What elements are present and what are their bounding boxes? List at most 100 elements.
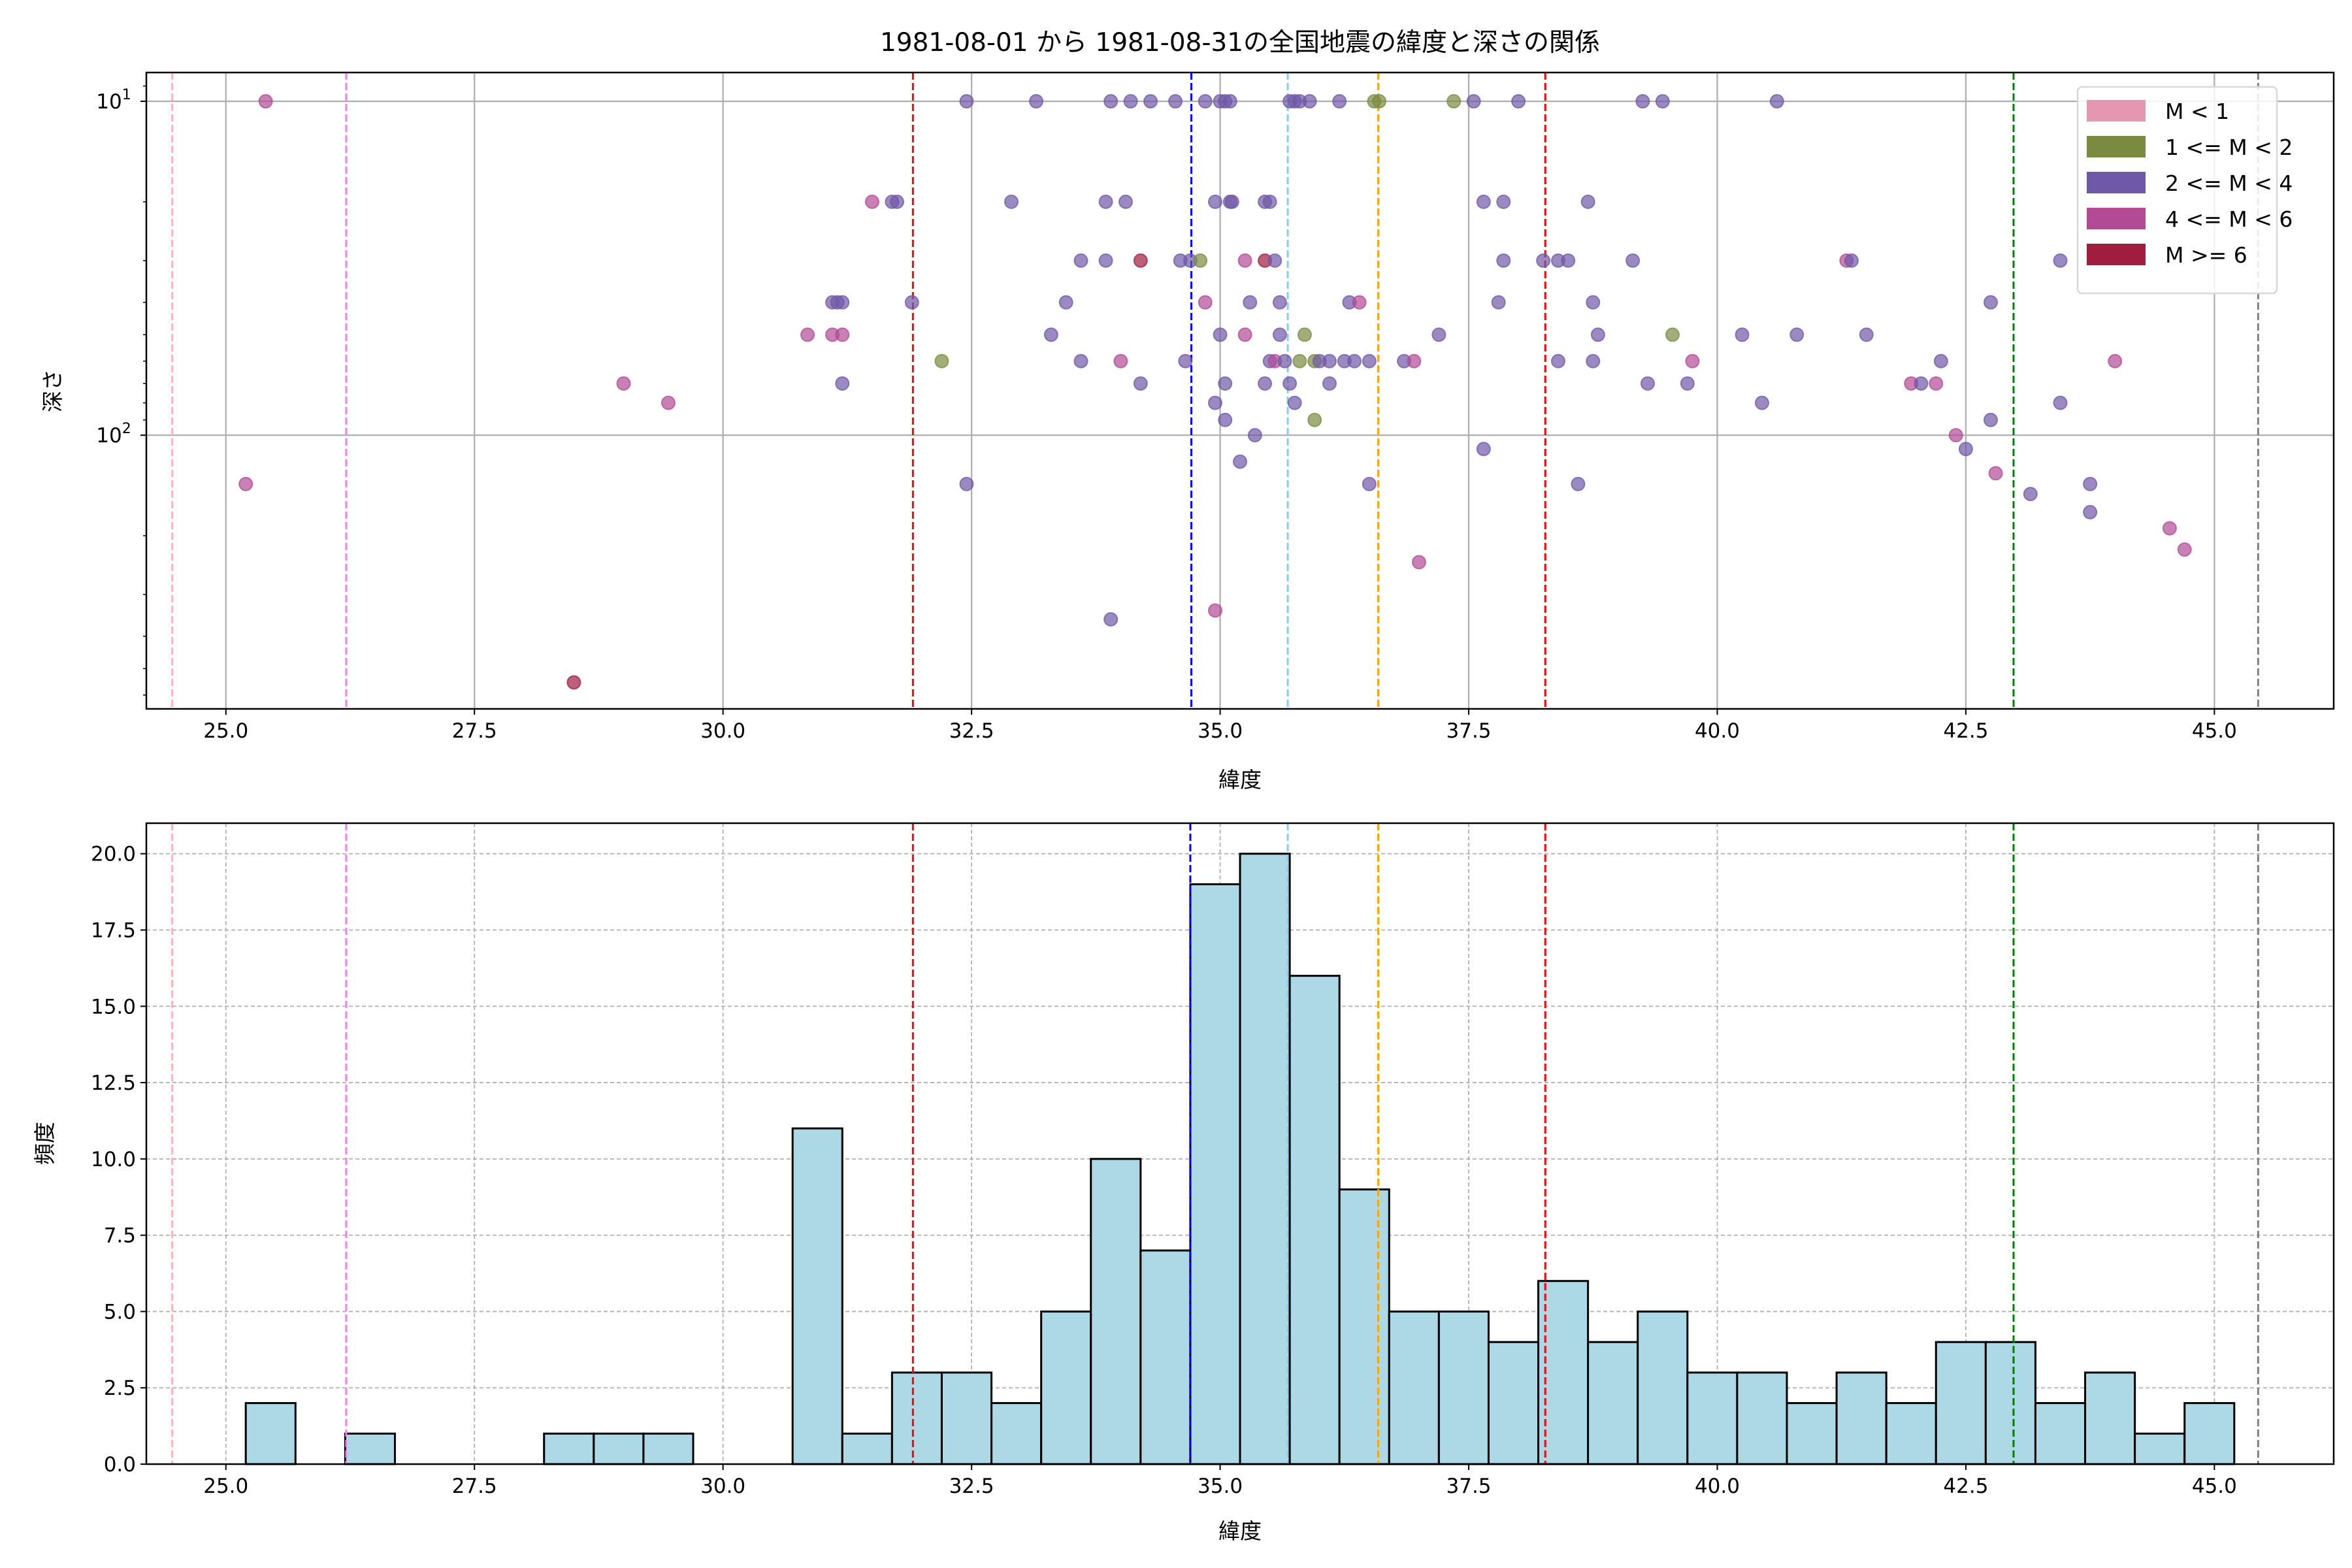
data-point [1272, 295, 1287, 310]
histogram-bar [1288, 975, 1341, 1465]
data-point [1372, 94, 1387, 109]
data-point [1988, 466, 2003, 481]
data-point [1769, 94, 1784, 109]
data-point [1207, 194, 1222, 209]
data-point [1680, 376, 1695, 391]
x-tick-label: 42.5 [1943, 1475, 1988, 1498]
y-tick-label: 20.0 [91, 843, 136, 866]
data-point [1550, 353, 1565, 368]
legend-label: 4 <= M < 6 [2165, 206, 2293, 232]
x-tick-label: 35.0 [1198, 719, 1243, 743]
data-point [1297, 327, 1312, 342]
data-point [1272, 327, 1287, 342]
data-point [1237, 253, 1252, 268]
data-point [1983, 295, 1998, 310]
x-tick-label: 40.0 [1695, 1475, 1740, 1498]
histogram-bar [1935, 1341, 1987, 1465]
axes-frame [145, 71, 2335, 710]
data-point [1933, 353, 1948, 368]
histogram-bar [1239, 853, 1291, 1465]
data-point [1073, 353, 1088, 368]
x-tick-label: 40.0 [1695, 719, 1740, 743]
data-point [864, 194, 879, 209]
data-point [2083, 476, 2098, 491]
y-tick-label: 2.5 [104, 1377, 136, 1400]
data-point [1168, 94, 1183, 109]
data-point [1561, 253, 1576, 268]
data-point [1133, 376, 1148, 391]
data-point [1411, 555, 1426, 570]
histogram-bar [244, 1402, 297, 1465]
data-point [238, 476, 253, 491]
data-point [1859, 327, 1874, 342]
histogram-bar [1885, 1402, 1937, 1465]
y-tick-label: 15.0 [91, 995, 136, 1019]
data-point [1243, 295, 1258, 310]
histogram-bar [1139, 1249, 1192, 1465]
data-point [1476, 442, 1491, 457]
legend-label: 2 <= M < 4 [2165, 171, 2293, 196]
data-point [1103, 94, 1119, 109]
data-point [616, 376, 631, 391]
data-point [1237, 327, 1252, 342]
histogram-bar [791, 1127, 843, 1465]
y-tick-label: 5.0 [104, 1300, 136, 1324]
data-point [1287, 395, 1302, 410]
scatter-xlabel: 緯度 [1218, 767, 1262, 792]
histogram-bar [344, 1432, 396, 1465]
histogram-bar [1984, 1341, 2036, 1465]
x-tick-label: 25.0 [203, 1475, 248, 1498]
data-point [1407, 353, 1422, 368]
y-tick-label: 7.5 [104, 1224, 136, 1248]
histogram-bar [841, 1432, 893, 1465]
histogram-bar [1786, 1402, 1838, 1465]
data-point [1103, 612, 1119, 627]
legend-swatch [2087, 100, 2146, 122]
data-point [835, 376, 850, 391]
axes-frame [145, 822, 2335, 1465]
x-tick-label: 32.5 [949, 719, 994, 743]
data-point [2083, 504, 2098, 519]
data-point [1983, 412, 1998, 427]
data-point [959, 476, 974, 491]
x-tick-label: 37.5 [1446, 1475, 1492, 1498]
histogram-bar [2034, 1402, 2087, 1465]
data-point [1133, 253, 1148, 268]
histogram-bar [1388, 1310, 1440, 1465]
data-point [1258, 376, 1273, 391]
x-tick-label: 42.5 [1943, 719, 1988, 743]
data-point [2053, 395, 2068, 410]
data-point [1233, 454, 1247, 469]
data-point [1352, 295, 1367, 310]
histogram-bar [1736, 1371, 1788, 1465]
data-point [1193, 253, 1208, 268]
legend-label: M >= 6 [2165, 242, 2247, 268]
data-point [1754, 395, 1769, 410]
legend-swatch [2087, 244, 2146, 265]
data-point [1058, 295, 1073, 310]
histogram-bar [642, 1432, 694, 1465]
histogram-bar [543, 1432, 595, 1465]
legend-label: M < 1 [2165, 99, 2229, 124]
data-point [1207, 395, 1222, 410]
histogram-bar [593, 1432, 645, 1465]
data-point [1347, 353, 1362, 368]
data-point [1247, 428, 1262, 443]
data-point [1224, 194, 1239, 209]
y-tick-label: 10.0 [91, 1148, 136, 1171]
data-point [1476, 194, 1491, 209]
data-point [1446, 94, 1462, 109]
histogram-bar [1189, 883, 1241, 1465]
data-point [1536, 253, 1551, 268]
data-point [959, 94, 974, 109]
x-tick-label: 27.5 [452, 1475, 497, 1498]
legend-swatch [2087, 172, 2146, 193]
data-point [800, 327, 815, 342]
legend-swatch [2087, 208, 2146, 229]
data-point [1098, 194, 1113, 209]
x-tick-label: 45.0 [2192, 719, 2237, 743]
data-point [1218, 412, 1233, 427]
data-point [1302, 94, 1317, 109]
histogram-bar [1040, 1310, 1092, 1465]
